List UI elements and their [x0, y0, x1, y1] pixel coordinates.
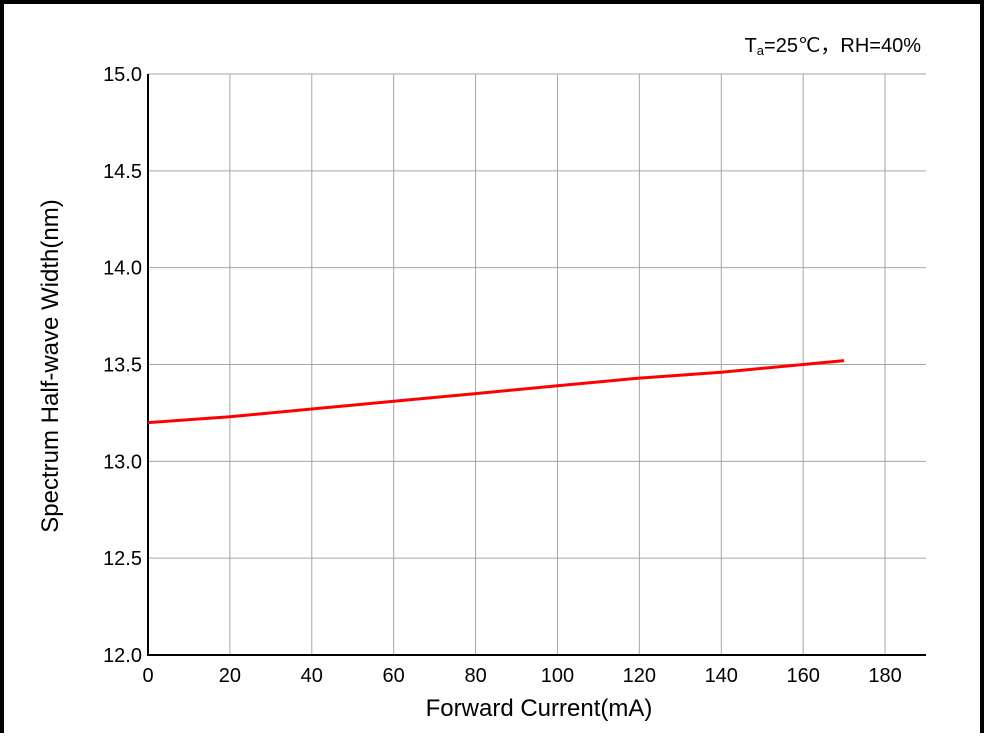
conditions-rest: =25℃，RH=40% — [764, 35, 921, 57]
y-tick-label: 15.0 — [103, 64, 142, 86]
x-tick-label: 80 — [464, 665, 486, 687]
y-axis-title: Spectrum Half-wave Width(nm) — [37, 199, 64, 532]
x-tick-label: 100 — [541, 665, 574, 687]
spectrum-halfwidth-chart: 12.0 12.5 13.0 13.5 14.0 14.5 15.0 0 20 40 60 80 10… — [37, 35, 926, 722]
x-tick-label: 140 — [705, 665, 738, 687]
x-tick-label: 0 — [142, 665, 153, 687]
y-tick-label: 12.0 — [103, 645, 142, 667]
y-tick-label: 13.0 — [103, 451, 142, 473]
x-tick-label: 60 — [383, 665, 405, 687]
y-tick-label: 12.5 — [103, 548, 142, 570]
y-tick-labels: 12.0 12.5 13.0 13.5 14.0 14.5 15.0 — [103, 64, 142, 667]
conditions-label: Ta=25℃，RH=40% — [745, 35, 922, 58]
axes — [147, 74, 926, 656]
grid-lines — [148, 73, 926, 655]
x-tick-label: 20 — [219, 665, 241, 687]
y-tick-label: 13.5 — [103, 355, 142, 377]
x-axis-title: Forward Current(mA) — [426, 695, 653, 722]
x-tick-label: 180 — [868, 665, 901, 687]
x-tick-label: 40 — [301, 665, 323, 687]
series-line — [147, 359, 845, 425]
x-tick-label: 160 — [786, 665, 819, 687]
y-tick-label: 14.0 — [103, 258, 142, 280]
x-tick-label: 120 — [623, 665, 656, 687]
y-tick-label: 14.5 — [103, 161, 142, 183]
conditions-prefix: T — [745, 35, 757, 57]
series-group — [147, 359, 845, 425]
conditions-subscript: a — [757, 43, 765, 58]
x-tick-labels: 0 20 40 60 80 100 120 140 160 180 — [142, 665, 901, 687]
